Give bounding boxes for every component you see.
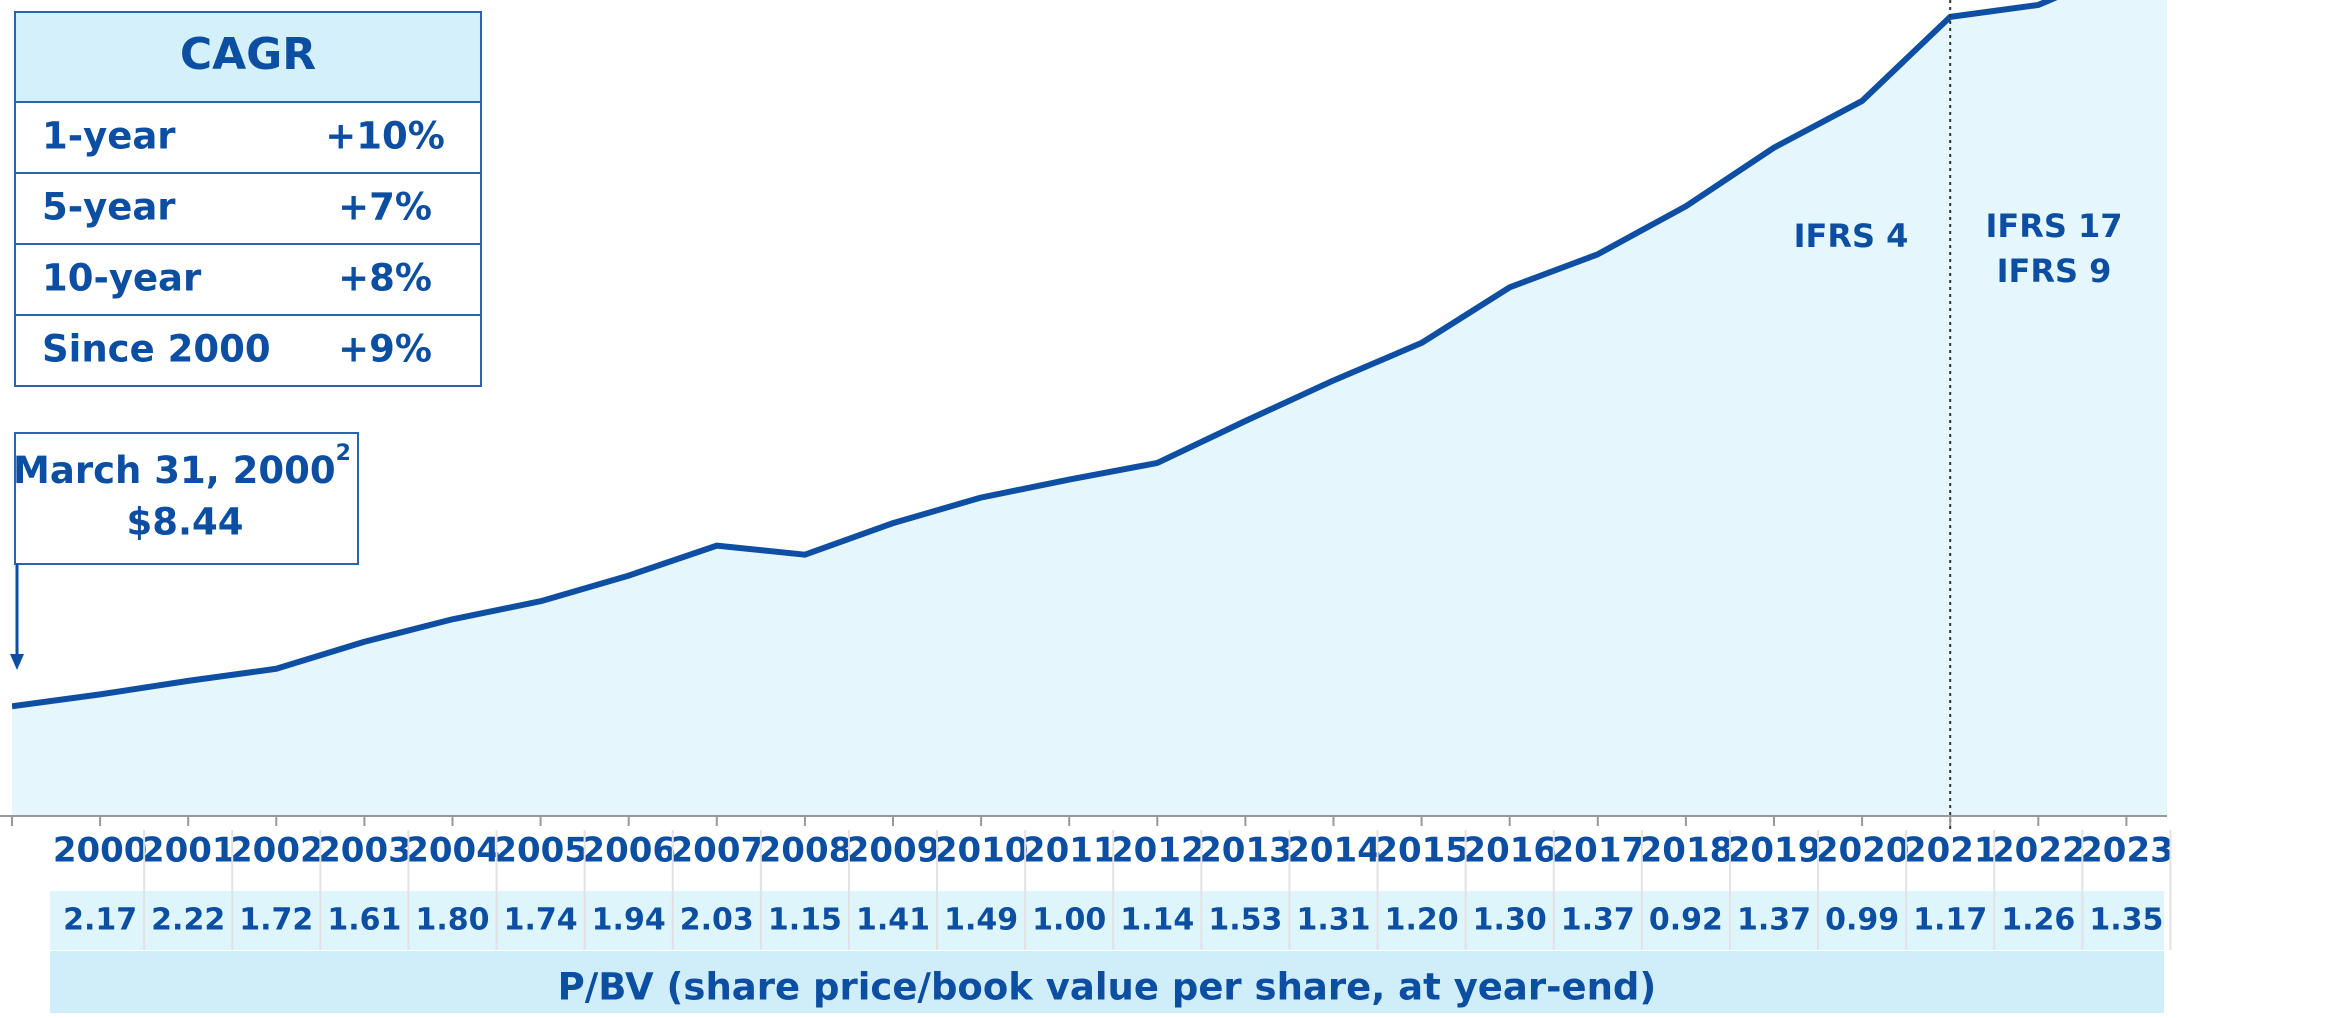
x-tick-label: 2013 — [1198, 831, 1293, 871]
plot-area — [12, 0, 2167, 816]
x-tick-label: 2015 — [1374, 831, 1469, 871]
pbv-value: 1.00 — [1032, 903, 1106, 938]
x-tick-label: 2001 — [141, 831, 236, 871]
x-tick-label: 2003 — [317, 831, 412, 871]
cagr-value: +7% — [338, 186, 432, 229]
pbv-value: 1.37 — [1561, 903, 1635, 938]
pbv-value: 1.41 — [856, 903, 930, 938]
cagr-header — [14, 11, 482, 103]
annotation: IFRS 17 — [1985, 207, 2122, 245]
pbv-value: 1.14 — [1120, 903, 1194, 938]
callout-date: March 31, 20002 — [13, 441, 351, 492]
area-right-fill — [2126, 0, 2167, 816]
pbv-value: 2.03 — [680, 903, 754, 938]
pbv-value: 1.26 — [2001, 903, 2075, 938]
pbv-value: 1.94 — [592, 903, 666, 938]
pbv-value: 1.80 — [415, 903, 489, 938]
x-tick-label: 2000 — [53, 831, 148, 871]
cagr-row — [14, 101, 482, 174]
pbv-value: 1.30 — [1473, 903, 1547, 938]
pbv-value: 0.99 — [1825, 903, 1899, 938]
pbv-value: 1.37 — [1737, 903, 1811, 938]
x-tick-label: 2022 — [1991, 831, 2086, 871]
pbv-value: 2.22 — [151, 903, 225, 938]
callout-box — [14, 432, 359, 565]
x-tick-label: 2002 — [229, 831, 324, 871]
pbv-value: 2.17 — [63, 903, 137, 938]
callout-date-text: March 31, 2000 — [13, 449, 336, 492]
x-tick-label: 2011 — [1022, 831, 1117, 871]
pbv-value: 1.17 — [1913, 903, 1987, 938]
pbv-row — [50, 891, 2164, 950]
pbv-label: P/BV (share price/book value per share, … — [558, 966, 1657, 1009]
pbv-value: 1.35 — [2089, 903, 2163, 938]
cagr-row — [14, 314, 482, 387]
x-tick-label: 2023 — [2079, 831, 2174, 871]
annotation: IFRS 4 — [1794, 217, 1909, 255]
x-tick-label: 2009 — [846, 831, 941, 871]
cagr-period: 10-year — [42, 257, 202, 300]
x-tick-label: 2021 — [1903, 831, 1998, 871]
pbv-value: 1.53 — [1208, 903, 1282, 938]
pbv-footer — [50, 951, 2164, 1013]
line — [12, 0, 2058, 710]
annotation: IFRS 9 — [1997, 252, 2112, 290]
x-tick-label: IPO — [0, 831, 1, 871]
x-tick-label: 2016 — [1462, 831, 1557, 871]
cagr-period: 1-year — [42, 115, 176, 158]
x-tick-label: 2019 — [1727, 831, 1822, 871]
x-tick-label: 2010 — [934, 831, 1029, 871]
pbv-value: 1.31 — [1296, 903, 1370, 938]
cagr-value: +10% — [325, 115, 445, 158]
x-tick-label: 2017 — [1551, 831, 1646, 871]
x-tick-label: 2012 — [1110, 831, 1205, 871]
x-tick-label: 2014 — [1286, 831, 1381, 871]
cagr-value: +8% — [338, 257, 432, 300]
pbv-value: 1.72 — [239, 903, 313, 938]
x-tick-label: 2006 — [581, 831, 676, 871]
pbv-value: 1.61 — [327, 903, 401, 938]
x-tick-label: 2005 — [493, 831, 588, 871]
cagr-period: Since 2000 — [42, 328, 271, 371]
x-tick-label: 2007 — [670, 831, 765, 871]
x-tick-label: 2020 — [1815, 831, 1910, 871]
area — [12, 0, 2167, 816]
pbv-value: 1.49 — [944, 903, 1018, 938]
x-tick-label: 2018 — [1639, 831, 1734, 871]
cagr-value: +9% — [338, 328, 432, 371]
cagr-period: 5-year — [42, 186, 176, 229]
callout-note: 2 — [336, 441, 351, 466]
pbv-value: 1.15 — [768, 903, 842, 938]
x-tick-label: 2004 — [405, 831, 500, 871]
pbv-value: 1.20 — [1385, 903, 1459, 938]
cagr-row — [14, 172, 482, 245]
pbv-value: 0.92 — [1649, 903, 1723, 938]
callout-arrowhead — [10, 654, 24, 670]
callout-value: $8.44 — [126, 501, 243, 544]
pbv-value: 1.74 — [504, 903, 578, 938]
cagr-title: CAGR — [180, 29, 316, 80]
x-tick-label: 2008 — [758, 831, 853, 871]
